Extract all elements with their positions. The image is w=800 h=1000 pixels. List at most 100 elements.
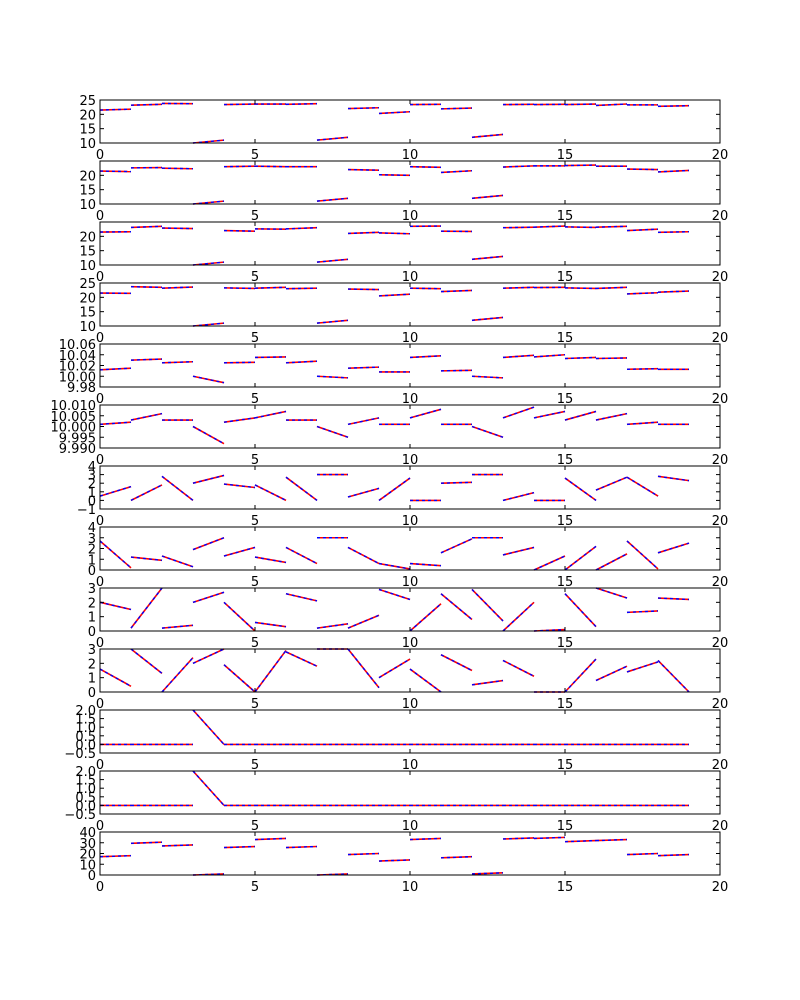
data-segment [595, 587, 628, 599]
data-segment [347, 107, 380, 110]
data-segment [347, 487, 380, 498]
x-tick-label: 10 [402, 392, 419, 407]
series-2 [99, 587, 690, 632]
x-tick-label: 5 [251, 331, 259, 346]
data-segment [595, 412, 628, 421]
x-tick-label: 20 [712, 209, 729, 224]
y-tick-label: 0 [88, 686, 96, 701]
data-segment [564, 103, 597, 106]
data-segment [564, 593, 597, 628]
plot-area [100, 771, 720, 814]
data-segment [378, 477, 411, 501]
data-segment [502, 286, 535, 289]
data-segment [161, 475, 194, 501]
data-segment [316, 258, 349, 263]
y-tick-label: 10.005 [51, 410, 97, 425]
x-tick-label: 15 [557, 758, 574, 773]
data-segment [223, 361, 256, 364]
data-segment [378, 111, 411, 115]
x-tick-label: 10 [402, 514, 419, 529]
data-segment [471, 255, 504, 260]
data-segment [657, 853, 690, 857]
data-segment [595, 225, 628, 228]
data-segment [161, 657, 194, 693]
y-tick-label: 2 [88, 596, 96, 611]
x-tick-label: 20 [712, 331, 729, 346]
data-segment [595, 286, 628, 290]
x-tick-label: 20 [712, 697, 729, 712]
data-segment [161, 844, 194, 847]
plot-area [100, 344, 720, 387]
y-tick-label: 10.00 [59, 370, 96, 385]
x-tick-label: 20 [712, 758, 729, 773]
y-tick-label: 1 [88, 553, 96, 568]
x-tick-label: 5 [251, 575, 259, 590]
plot-area [100, 283, 720, 326]
data-segment [285, 651, 318, 667]
data-segment [657, 105, 690, 108]
data-segment [409, 837, 442, 841]
x-tick-label: 15 [557, 331, 574, 346]
data-segment [347, 288, 380, 291]
data-segment [285, 287, 318, 290]
data-segment [409, 562, 442, 567]
y-tick-label: 3 [88, 469, 96, 484]
x-tick-label: 5 [251, 392, 259, 407]
x-tick-label: 0 [96, 697, 104, 712]
x-tick-label: 5 [251, 697, 259, 712]
x-tick-label: 20 [712, 880, 729, 895]
data-segment [192, 261, 225, 266]
y-tick-label: 9.990 [59, 442, 96, 457]
y-tick-label: −1 [77, 503, 96, 518]
subplot-11: 0 5 10 15 20 −0.50.00.51.01.52.0 [64, 704, 728, 773]
data-segment [533, 354, 566, 358]
y-tick-label: 20 [79, 848, 96, 863]
plot-area [100, 222, 720, 265]
data-segment [130, 103, 163, 106]
y-tick-label: 1 [88, 672, 96, 687]
data-segment [192, 322, 225, 327]
data-segment [99, 485, 132, 497]
y-tick-label: 3 [88, 532, 96, 547]
data-segment [192, 375, 225, 384]
data-segment [626, 476, 659, 497]
data-segment [626, 540, 659, 570]
series-2 [100, 770, 689, 807]
x-tick-label: 10 [402, 697, 419, 712]
series-2 [99, 836, 690, 876]
data-segment [626, 168, 659, 171]
data-segment [564, 477, 597, 501]
data-segment [533, 628, 566, 632]
data-segment [130, 556, 163, 562]
data-segment [254, 356, 287, 359]
plot-area [100, 161, 720, 204]
data-segment [130, 225, 163, 229]
data-segment [626, 661, 659, 673]
data-segment [378, 174, 411, 177]
data-segment [347, 546, 380, 565]
plot-area [100, 710, 720, 753]
y-tick-label: 2.0 [75, 765, 96, 780]
data-segment [564, 226, 597, 229]
x-tick-label: 10 [402, 758, 419, 773]
y-tick-label: 15 [79, 184, 96, 199]
x-tick-label: 5 [251, 453, 259, 468]
data-segment [564, 164, 597, 167]
data-segment [223, 483, 256, 489]
data-segment [347, 366, 380, 369]
x-tick-label: 5 [251, 636, 259, 651]
x-tick-label: 10 [402, 209, 419, 224]
data-segment [99, 854, 132, 858]
data-segment [657, 542, 690, 554]
y-tick-label: 15 [79, 306, 96, 321]
y-tick-label: 20 [79, 230, 96, 245]
series-2 [99, 354, 689, 384]
data-segment [471, 194, 504, 199]
data-segment [99, 540, 132, 569]
